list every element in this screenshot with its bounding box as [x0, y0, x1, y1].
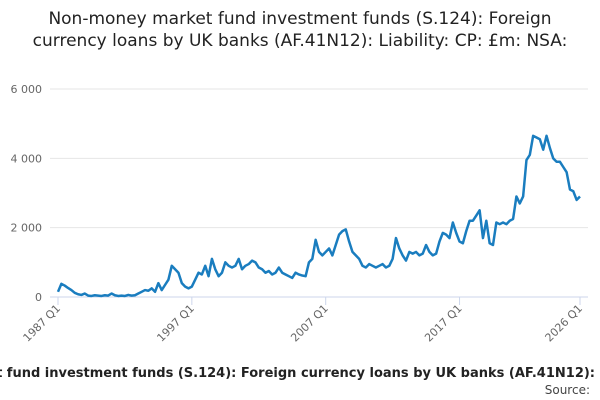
- x-tick-label: 1997 Q1: [154, 302, 197, 345]
- x-tick-label: 2017 Q1: [422, 302, 465, 345]
- y-tick-label: 6 000: [11, 83, 43, 96]
- source: Source:: [545, 383, 590, 397]
- caption: ket fund investment funds (S.124): Forei…: [0, 366, 600, 381]
- x-tick-label: 2007 Q1: [288, 302, 331, 345]
- chart-title: Non-money market fund investment funds (…: [32, 9, 568, 51]
- y-tick-label: 2 000: [11, 222, 43, 235]
- x-tick-label: 1987 Q1: [21, 302, 64, 345]
- x-tick-label: 2026 Q1: [543, 302, 586, 345]
- y-tick-label: 0: [35, 291, 42, 304]
- data-line: [56, 134, 581, 298]
- y-tick-label: 4 000: [11, 152, 43, 165]
